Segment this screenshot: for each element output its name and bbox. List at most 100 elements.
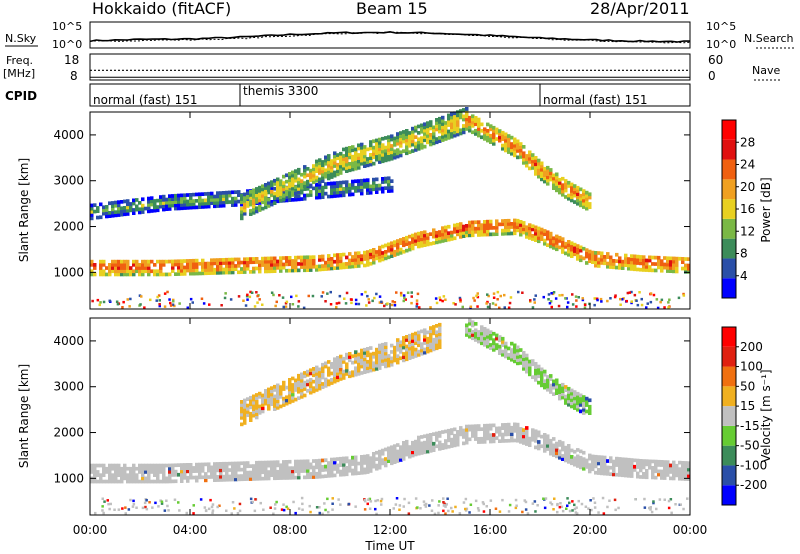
range-time-cell [591,253,595,258]
range-time-cell [309,172,313,176]
range-time-cell [394,503,398,506]
range-time-cell [570,461,574,466]
range-time-cell [90,479,94,484]
range-time-cell [306,268,310,272]
range-time-cell [336,362,340,367]
range-time-cell [339,180,343,185]
range-time-cell [408,131,412,135]
range-time-cell [558,187,562,192]
range-time-cell [216,201,220,205]
range-time-cell [171,259,175,264]
range-time-cell [300,372,304,377]
range-time-cell [432,331,436,336]
range-time-cell [444,298,447,301]
range-time-cell [351,145,355,149]
range-time-cell [523,499,526,502]
range-time-cell [393,139,397,144]
range-time-cell [135,473,139,477]
range-time-cell [249,402,253,406]
range-time-cell [430,509,434,512]
range-time-cell [447,435,451,439]
range-time-cell [333,173,337,178]
range-time-cell [393,358,397,363]
range-time-cell [453,440,457,444]
range-time-cell [687,470,691,475]
range-time-cell [387,245,391,250]
range-time-cell [398,504,402,507]
range-time-cell [585,461,589,466]
range-time-cell [300,182,304,187]
range-time-cell [420,345,424,350]
range-time-cell [483,127,487,132]
range-time-cell [249,195,253,200]
range-time-cell [342,187,346,191]
range-time-cell [477,339,481,344]
range-time-cell [546,437,550,442]
range-time-cell [663,476,667,480]
range-time-cell [519,226,523,231]
range-time-cell [255,477,259,481]
range-time-cell [485,505,488,508]
range-time-cell [156,466,160,471]
range-time-cell [504,142,508,146]
range-time-cell [516,149,520,153]
range-time-cell [576,407,580,412]
range-time-cell [291,170,295,175]
range-time-cell [501,222,505,227]
range-time-cell [420,237,424,242]
range-time-cell [453,236,457,241]
range-time-cell [558,387,562,391]
range-time-cell [468,227,472,231]
power-colorbar-tick-label: 16 [740,202,755,216]
range-time-cell [456,113,460,118]
range-time-cell [261,464,265,468]
range-time-cell [678,460,682,465]
range-time-cell [342,376,346,380]
range-time-cell [327,157,331,162]
range-time-cell [408,134,412,138]
range-time-cell [393,240,397,244]
range-time-cell [515,504,518,507]
range-time-cell [450,134,454,139]
range-time-cell [114,259,118,264]
range-time-cell [285,179,289,184]
range-time-cell [315,169,319,173]
range-time-cell [255,409,259,413]
range-time-cell [435,434,439,439]
range-time-cell [621,263,625,267]
range-time-cell [402,240,406,244]
range-time-cell [417,244,421,249]
range-time-cell [434,297,438,300]
range-time-cell [468,331,472,336]
range-time-cell [471,226,475,231]
range-time-cell [285,476,289,480]
range-time-cell [546,236,550,241]
range-time-cell [507,346,511,351]
range-time-cell [303,469,307,473]
range-time-cell [423,233,427,238]
range-time-cell [99,266,103,270]
range-time-cell [279,259,283,264]
range-time-cell [252,394,256,399]
range-time-cell [324,508,327,512]
range-time-cell [381,362,385,366]
range-time-cell [435,330,439,335]
range-time-cell [474,220,478,225]
range-time-cell [246,470,250,475]
range-time-cell [476,292,479,295]
range-time-cell [159,269,163,274]
range-time-cell [426,449,430,454]
range-time-cell [454,505,457,509]
range-time-cell [183,469,187,474]
range-time-cell [375,250,379,254]
range-time-cell [633,264,637,268]
range-time-cell [269,506,272,509]
range-time-cell [372,458,376,463]
range-time-cell [534,439,538,443]
range-time-cell [183,472,187,477]
range-time-cell [567,180,571,185]
range-time-cell [564,458,568,463]
range-time-cell [387,157,391,162]
range-time-cell [308,504,311,508]
range-time-cell [516,228,520,233]
